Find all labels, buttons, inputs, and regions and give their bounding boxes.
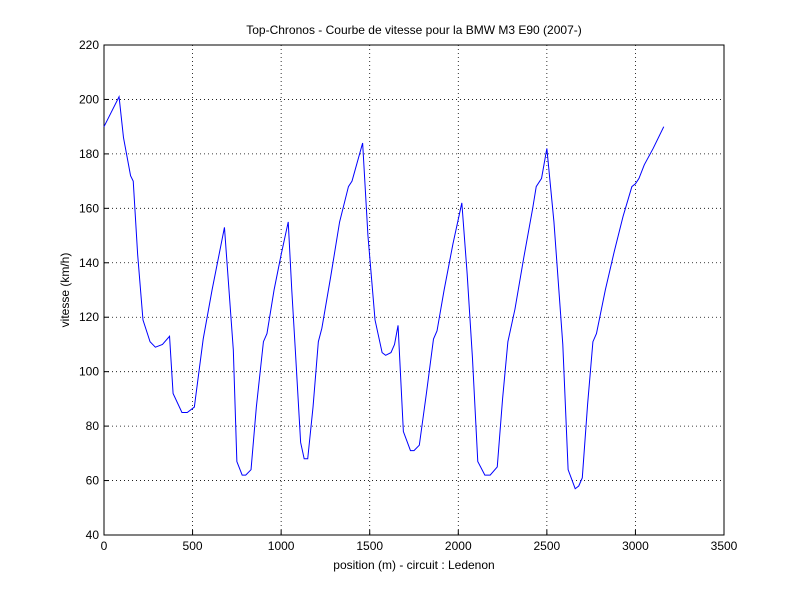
x-tick-label: 0 xyxy=(101,539,108,553)
data-line xyxy=(103,94,665,490)
x-tick-label: 500 xyxy=(183,539,203,553)
x-axis-label: position (m) - circuit : Ledenon xyxy=(333,558,494,572)
x-tick-label: 2000 xyxy=(445,539,472,553)
y-tick-label: 200 xyxy=(79,92,99,106)
y-tick-label: 220 xyxy=(79,38,99,52)
x-tick-label: 1000 xyxy=(268,539,295,553)
y-tick-label: 120 xyxy=(79,310,99,324)
y-tick-label: 140 xyxy=(79,256,99,270)
plot-area xyxy=(103,44,725,536)
y-tick-label: 80 xyxy=(86,419,100,433)
y-tick-label: 160 xyxy=(79,201,99,215)
x-tick-label: 3500 xyxy=(711,539,738,553)
x-tick-label: 2500 xyxy=(534,539,561,553)
y-tick-label: 180 xyxy=(79,147,99,161)
chart-title: Top-Chronos - Courbe de vitesse pour la … xyxy=(246,23,581,37)
y-tick-label: 60 xyxy=(86,474,100,488)
y-tick-label: 40 xyxy=(86,528,100,542)
y-tick-label: 100 xyxy=(79,365,99,379)
x-tick-label: 3000 xyxy=(622,539,649,553)
y-axis-label: vitesse (km/h) xyxy=(58,253,72,328)
x-tick-label: 1500 xyxy=(356,539,383,553)
